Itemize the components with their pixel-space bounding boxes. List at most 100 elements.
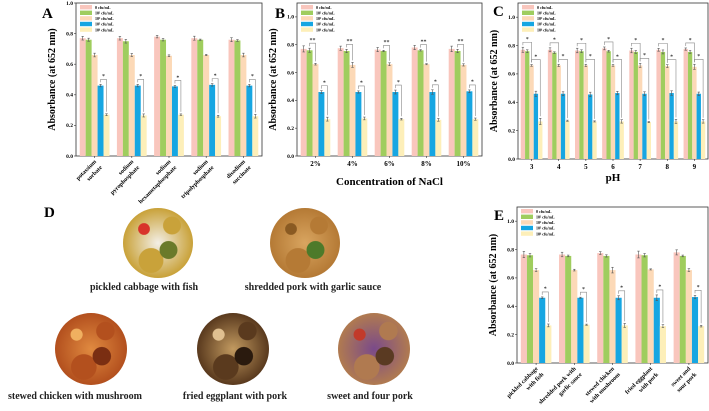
legend-label: 0 cfu/mL — [536, 209, 552, 214]
bar — [380, 50, 387, 157]
significance-label: * — [562, 54, 565, 60]
significance-bracket — [211, 78, 219, 114]
bar — [429, 92, 436, 156]
bar — [85, 39, 92, 156]
legend-label: 10¹ cfu/mL — [316, 11, 335, 16]
bar — [642, 93, 647, 159]
x-tick-label: 6 — [611, 163, 615, 171]
dish-label: sweet and four pork — [327, 391, 413, 402]
significance-bracket — [694, 58, 704, 118]
legend-label: 0 cfu/mL — [95, 5, 111, 10]
bar — [700, 121, 706, 159]
y-tick-label: 1.0 — [508, 15, 515, 21]
y-tick-label: 0.2 — [507, 332, 514, 338]
bar — [609, 270, 616, 363]
bar — [97, 85, 104, 156]
significance-label: * — [670, 54, 673, 60]
legend-label: 10² cfu/mL — [95, 16, 114, 21]
bar — [545, 325, 552, 363]
legend-swatch — [301, 10, 313, 15]
significance-label: * — [616, 54, 619, 60]
x-tick-label: 10% — [457, 160, 471, 168]
significance-label: * — [589, 54, 592, 60]
chart-panel-b: B 0.0 0.2 0.4 0.6 0.8 1.0 Absorbance (at 652 nm… — [268, 2, 483, 188]
legend-swatch — [80, 16, 92, 21]
legend-swatch — [521, 209, 533, 214]
bar — [588, 94, 593, 159]
legend-label: 10⁴ cfu/mL — [95, 27, 114, 32]
x-tick-label: 2% — [310, 160, 321, 168]
y-tick-label: 0.0 — [66, 154, 73, 160]
bar — [306, 50, 313, 156]
significance-bracket — [612, 59, 622, 118]
bar — [209, 84, 216, 156]
legend-label: 10² cfu/mL — [537, 16, 556, 21]
y-tick-label: 0.0 — [287, 154, 294, 160]
significance-label: * — [251, 74, 254, 80]
legend-label: 10¹ cfu/mL — [95, 11, 114, 16]
panel-letter: B — [275, 6, 285, 22]
bar — [374, 49, 381, 156]
y-tick-label: 0.4 — [287, 98, 294, 104]
x-tick-label: 6% — [384, 160, 395, 168]
legend-swatch — [522, 10, 534, 15]
x-tick-label: 5 — [584, 163, 588, 171]
bar — [337, 48, 344, 156]
legend-swatch — [522, 16, 534, 21]
bar — [398, 119, 405, 156]
x-tick-label: 4 — [557, 163, 561, 171]
bar — [454, 50, 461, 157]
significance-bracket — [358, 85, 365, 116]
panel-letter: A — [42, 6, 53, 22]
significance-label: ** — [421, 39, 427, 45]
significance-label: * — [634, 38, 637, 44]
x-tick-label: 8 — [666, 163, 670, 171]
bar — [312, 64, 319, 156]
dish-photo-shredded-pork-with-garlic-sauce — [270, 208, 340, 278]
legend-swatch — [80, 5, 92, 10]
bar — [91, 55, 98, 156]
bar — [547, 49, 553, 159]
bar — [577, 297, 584, 363]
x-axis-label: pH — [606, 172, 621, 184]
significance-label: * — [214, 73, 217, 79]
x-tick-label: 4% — [347, 160, 358, 168]
dish-label: stewed chicken with mushroom — [8, 391, 142, 402]
significance-bracket — [580, 291, 587, 323]
bar — [659, 326, 666, 363]
bar — [583, 324, 590, 363]
bar — [579, 51, 584, 159]
bar — [647, 269, 654, 363]
y-tick-label: 0.8 — [508, 43, 515, 49]
panel-letter: C — [493, 4, 504, 20]
legend-label: 10³ cfu/mL — [95, 22, 114, 27]
significance-bracket — [685, 42, 695, 63]
bar — [669, 93, 674, 159]
bar — [641, 255, 648, 363]
bar — [252, 116, 259, 156]
legend-swatch — [522, 27, 534, 32]
bar — [606, 51, 611, 159]
bar — [633, 51, 638, 159]
y-tick-label: 0.2 — [287, 126, 294, 132]
legend-swatch — [80, 27, 92, 32]
y-tick-label: 0.6 — [287, 70, 294, 76]
significance-bracket — [639, 58, 650, 120]
bar — [246, 85, 253, 156]
y-tick-label: 0.4 — [507, 304, 514, 310]
bar — [637, 65, 643, 159]
significance-bracket — [658, 43, 668, 63]
significance-label: * — [360, 81, 363, 87]
bar — [472, 119, 479, 156]
significance-bracket — [618, 290, 626, 322]
legend-label: 10² cfu/mL — [316, 16, 335, 21]
bar — [560, 93, 566, 159]
significance-label: * — [139, 74, 142, 80]
legend-label: 10³ cfu/mL — [316, 22, 335, 27]
significance-bracket — [321, 85, 328, 116]
legend-label: 10⁴ cfu/mL — [536, 231, 555, 236]
y-tick-label: 0.8 — [287, 43, 294, 49]
significance-label: * — [580, 38, 583, 44]
